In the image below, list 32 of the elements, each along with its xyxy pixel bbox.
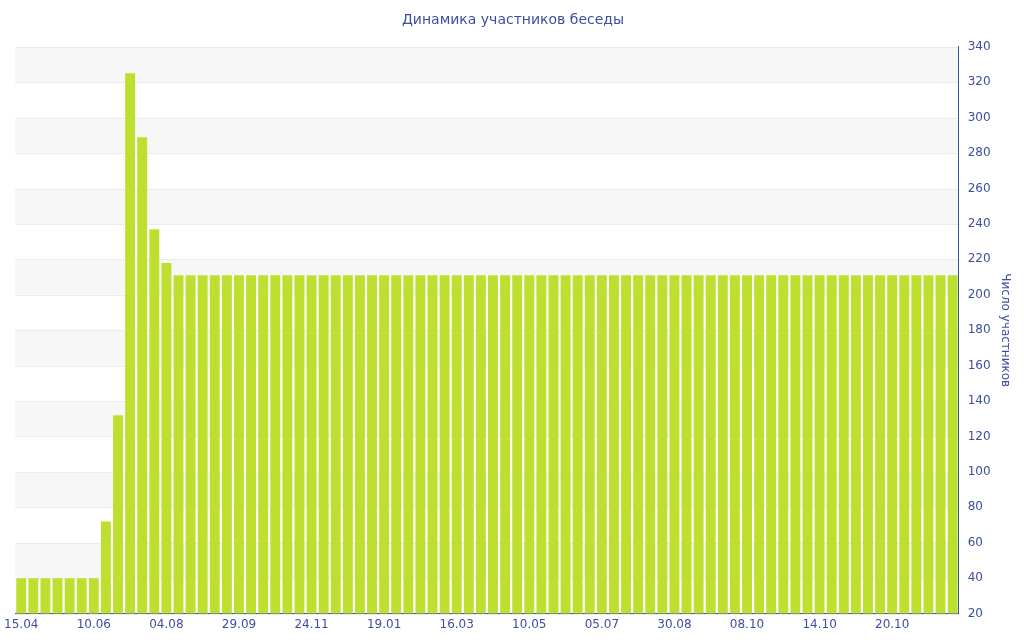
- x-tick-label: 05.07: [584, 616, 620, 631]
- x-tick-label: 16.03: [439, 616, 474, 631]
- x-tick-label: 14.10: [802, 616, 837, 631]
- y-tick-label: 40: [967, 570, 983, 585]
- x-tick-label: 08.10: [729, 616, 765, 631]
- y-tick-label: 280: [967, 145, 991, 160]
- y-tick-label: 60: [967, 534, 983, 549]
- chart-title: Динамика участников беседы: [401, 11, 625, 28]
- y-tick-label: 220: [967, 251, 991, 266]
- x-tick-label: 10.06: [76, 616, 111, 631]
- y-tick-label: 80: [967, 499, 983, 514]
- y-axis-title: Число участников: [998, 273, 1013, 388]
- y-tick-label: 300: [967, 109, 991, 124]
- y-tick-label: 160: [967, 357, 991, 372]
- y-tick-label: 340: [967, 38, 991, 53]
- y-tick-label: 100: [967, 464, 991, 479]
- y-tick-label: 180: [967, 322, 991, 337]
- y-tick-label: 200: [967, 286, 991, 301]
- x-tick-label: 10.05: [512, 616, 547, 631]
- x-tick-label: 20.10: [874, 616, 910, 631]
- x-tick-label: 04.08: [149, 616, 184, 631]
- x-tick-label: 15.04: [4, 616, 39, 631]
- y-tick-label: 320: [967, 74, 991, 89]
- y-tick-label: 260: [967, 180, 991, 195]
- y-tick-label: 20: [967, 605, 983, 620]
- y-tick-label: 240: [967, 216, 991, 231]
- x-tick-label: 24.11: [294, 616, 329, 631]
- y-tick-label: 120: [967, 428, 991, 443]
- x-tick-label: 19.01: [366, 616, 402, 631]
- y-tick-label: 140: [967, 393, 991, 408]
- x-tick-label: 29.09: [221, 616, 257, 631]
- x-tick-label: 30.08: [657, 616, 692, 631]
